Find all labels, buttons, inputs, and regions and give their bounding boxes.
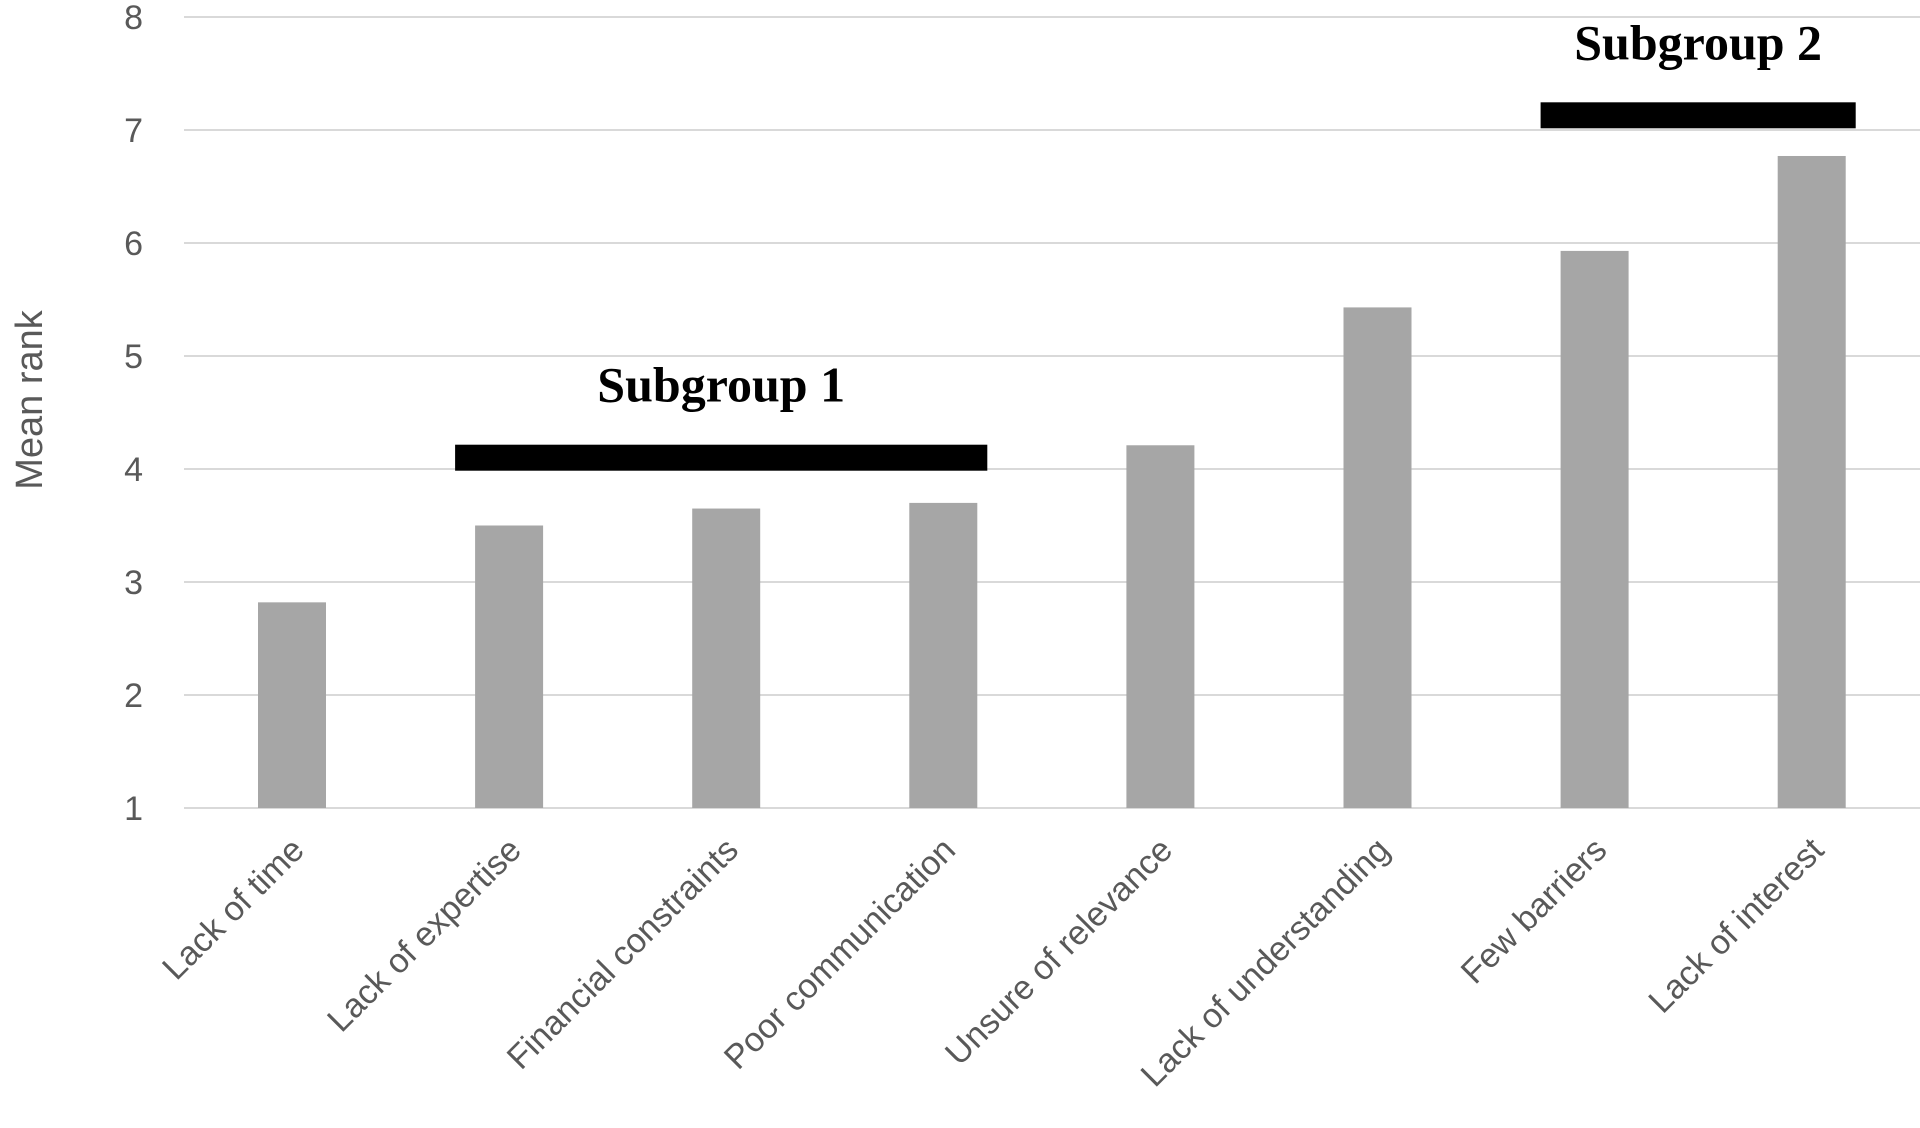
bars	[258, 155, 1846, 809]
x-category-label: Financial constraints	[500, 831, 746, 1077]
bar	[1343, 307, 1412, 808]
x-category-label: Lack of time	[155, 831, 311, 987]
x-category-label: Unsure of relevance	[938, 831, 1180, 1073]
bar	[258, 602, 326, 808]
grid-lines	[184, 16, 1920, 809]
x-category-label: Lack of expertise	[320, 831, 529, 1040]
subgroup-bracket	[1540, 102, 1856, 129]
y-tick-label: 8	[124, 0, 143, 37]
x-category-label: Lack of understanding	[1134, 831, 1397, 1094]
subgroup-label: Subgroup 1	[597, 357, 845, 413]
x-category-label: Poor communication	[717, 831, 963, 1077]
bar	[475, 525, 544, 808]
bar	[1560, 250, 1629, 808]
subgroup-label: Subgroup 2	[1574, 14, 1822, 70]
subgroup-annotations: Subgroup 1 Subgroup 2	[455, 14, 1856, 471]
y-tick-label: 5	[124, 338, 143, 376]
y-axis-title: Mean rank	[9, 309, 51, 490]
bar	[1777, 155, 1846, 809]
y-axis-ticks: 1 2 3 4 5 6 7 8	[124, 0, 143, 828]
bar	[692, 508, 761, 808]
x-category-label: Few barriers	[1454, 831, 1614, 991]
x-category-label: Lack of interest	[1641, 830, 1831, 1020]
y-tick-label: 6	[124, 225, 143, 263]
subgroup-bracket	[455, 444, 988, 471]
y-tick-label: 1	[124, 790, 143, 828]
y-tick-label: 3	[124, 564, 143, 602]
y-tick-label: 4	[124, 451, 143, 489]
y-tick-label: 7	[124, 112, 143, 150]
y-tick-label: 2	[124, 677, 143, 715]
bar	[909, 502, 978, 808]
bar	[1126, 445, 1195, 808]
